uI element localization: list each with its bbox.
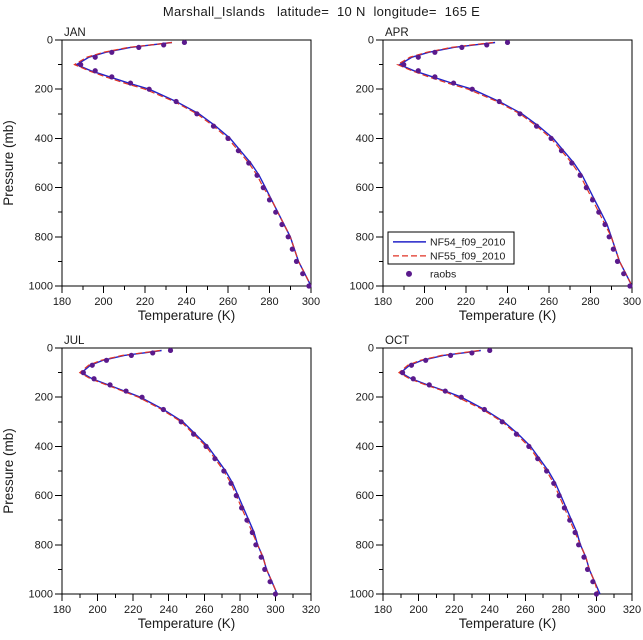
plot-box: [61, 39, 312, 287]
x-tick-label: 220: [124, 604, 142, 616]
y-tick-label: 400: [356, 441, 374, 453]
y-tick-label: 800: [35, 231, 53, 243]
y-tick-label: 1000: [29, 589, 53, 601]
y-tick-label: 400: [35, 441, 53, 453]
series-nf55-line: [73, 41, 312, 287]
x-axis-title: Temperature (K): [138, 308, 236, 323]
y-tick-label: 200: [35, 84, 53, 96]
y-tick-label: 200: [356, 84, 374, 96]
x-axis-title: Temperature (K): [138, 616, 236, 631]
figure-title: Marshall_Islands latitude= 10 N longitud…: [162, 4, 481, 19]
x-tick-label: 240: [498, 296, 516, 308]
x-axis: 180 200 220 240 260 280 300 320: [53, 594, 320, 616]
x-tick-label: 300: [587, 604, 605, 616]
panel-apr: 180 200 220 240 260 280 300 0 200 400 600 800 1000 AP…: [350, 27, 642, 323]
y-tick-label: 800: [356, 539, 374, 551]
y-axis-title: Pressure (mb): [1, 120, 16, 206]
x-axis: 180 200 220 240 260 280 300: [53, 286, 320, 308]
series-raobs-dots: [78, 39, 312, 289]
x-tick-label: 260: [219, 296, 237, 308]
x-tick-label: 220: [136, 296, 154, 308]
plot-box: [382, 347, 633, 595]
x-axis: 180 200 220 240 260 280 300: [374, 286, 641, 308]
x-tick-label: 320: [623, 604, 641, 616]
x-axis-title: Temperature (K): [459, 308, 557, 323]
x-tick-label: 200: [88, 604, 106, 616]
x-tick-label: 240: [160, 604, 178, 616]
y-tick-label: 0: [47, 343, 53, 355]
y-tick-label: 600: [35, 490, 53, 502]
panel-jan: 180 200 220 240 260 280 300 0 200 400 600 800 1000 JA…: [1, 27, 320, 323]
y-tick-label: 1000: [29, 281, 53, 293]
legend-label-nf55: NF55_f09_2010: [430, 250, 505, 262]
y-axis: 0 200 400 600 800 1000: [350, 35, 383, 293]
y-tick-label: 200: [35, 392, 53, 404]
x-tick-label: 280: [231, 604, 249, 616]
y-tick-label: 400: [356, 133, 374, 145]
x-tick-label: 260: [195, 604, 213, 616]
x-tick-label: 180: [374, 604, 392, 616]
x-tick-label: 240: [481, 604, 499, 616]
series-raobs-dots: [80, 347, 279, 597]
x-axis: 180 200 220 240 260 280 300 320: [374, 594, 641, 616]
panel-label: JUL: [64, 335, 85, 347]
plot-box: [61, 347, 312, 595]
x-axis-title: Temperature (K): [459, 616, 557, 631]
x-tick-label: 200: [94, 296, 112, 308]
y-tick-label: 0: [368, 35, 374, 47]
y-tick-label: 0: [368, 343, 374, 355]
x-tick-label: 240: [177, 296, 195, 308]
y-axis: 0 200 400 600 800 1000: [350, 343, 383, 601]
y-tick-label: 400: [35, 133, 53, 145]
x-tick-label: 280: [581, 296, 599, 308]
panel-label: APR: [385, 27, 409, 39]
x-tick-label: 180: [374, 296, 392, 308]
x-tick-label: 300: [266, 604, 284, 616]
series-nf55-line: [396, 41, 633, 287]
y-tick-label: 800: [35, 539, 53, 551]
x-tick-label: 180: [53, 296, 71, 308]
x-tick-label: 300: [623, 296, 641, 308]
x-tick-label: 260: [540, 296, 558, 308]
y-tick-label: 1000: [350, 281, 374, 293]
series-nf55-line: [78, 349, 278, 595]
y-tick-label: 600: [356, 182, 374, 194]
y-axis: 0 200 400 600 800 1000: [29, 35, 62, 293]
x-tick-label: 320: [302, 604, 320, 616]
panel-label: JAN: [64, 27, 86, 39]
x-tick-label: 280: [260, 296, 278, 308]
x-tick-label: 180: [53, 604, 71, 616]
y-axis: 0 200 400 600 800 1000: [29, 343, 62, 601]
x-tick-label: 300: [302, 296, 320, 308]
y-tick-label: 1000: [350, 589, 374, 601]
y-tick-label: 600: [35, 182, 53, 194]
panel-label: OCT: [385, 335, 409, 347]
x-tick-label: 220: [445, 604, 463, 616]
panel-oct: 180 200 220 240 260 280 300 320 0 200 400 600 800 100…: [350, 335, 642, 631]
y-tick-label: 800: [356, 231, 374, 243]
series-raobs-dots: [401, 39, 633, 289]
panel-grid: 180 200 220 240 260 280 300 0 200 400 600 800 1000 JA…: [0, 24, 643, 640]
legend-box: [387, 231, 515, 265]
y-tick-label: 600: [356, 490, 374, 502]
legend-label-raobs: raobs: [430, 268, 456, 280]
y-axis-title: Pressure (mb): [1, 428, 16, 514]
x-tick-label: 220: [457, 296, 475, 308]
x-tick-label: 200: [415, 296, 433, 308]
legend-raobs-dot: [406, 270, 412, 277]
x-tick-label: 260: [516, 604, 534, 616]
panel-jul: 180 200 220 240 260 280 300 320 0 200 400 600 800 100…: [1, 335, 320, 631]
y-tick-label: 0: [47, 35, 53, 47]
legend-label-nf54: NF54_f09_2010: [430, 236, 505, 248]
series-raobs-dots: [399, 347, 600, 597]
x-tick-label: 200: [409, 604, 427, 616]
y-tick-label: 200: [356, 392, 374, 404]
x-tick-label: 280: [552, 604, 570, 616]
